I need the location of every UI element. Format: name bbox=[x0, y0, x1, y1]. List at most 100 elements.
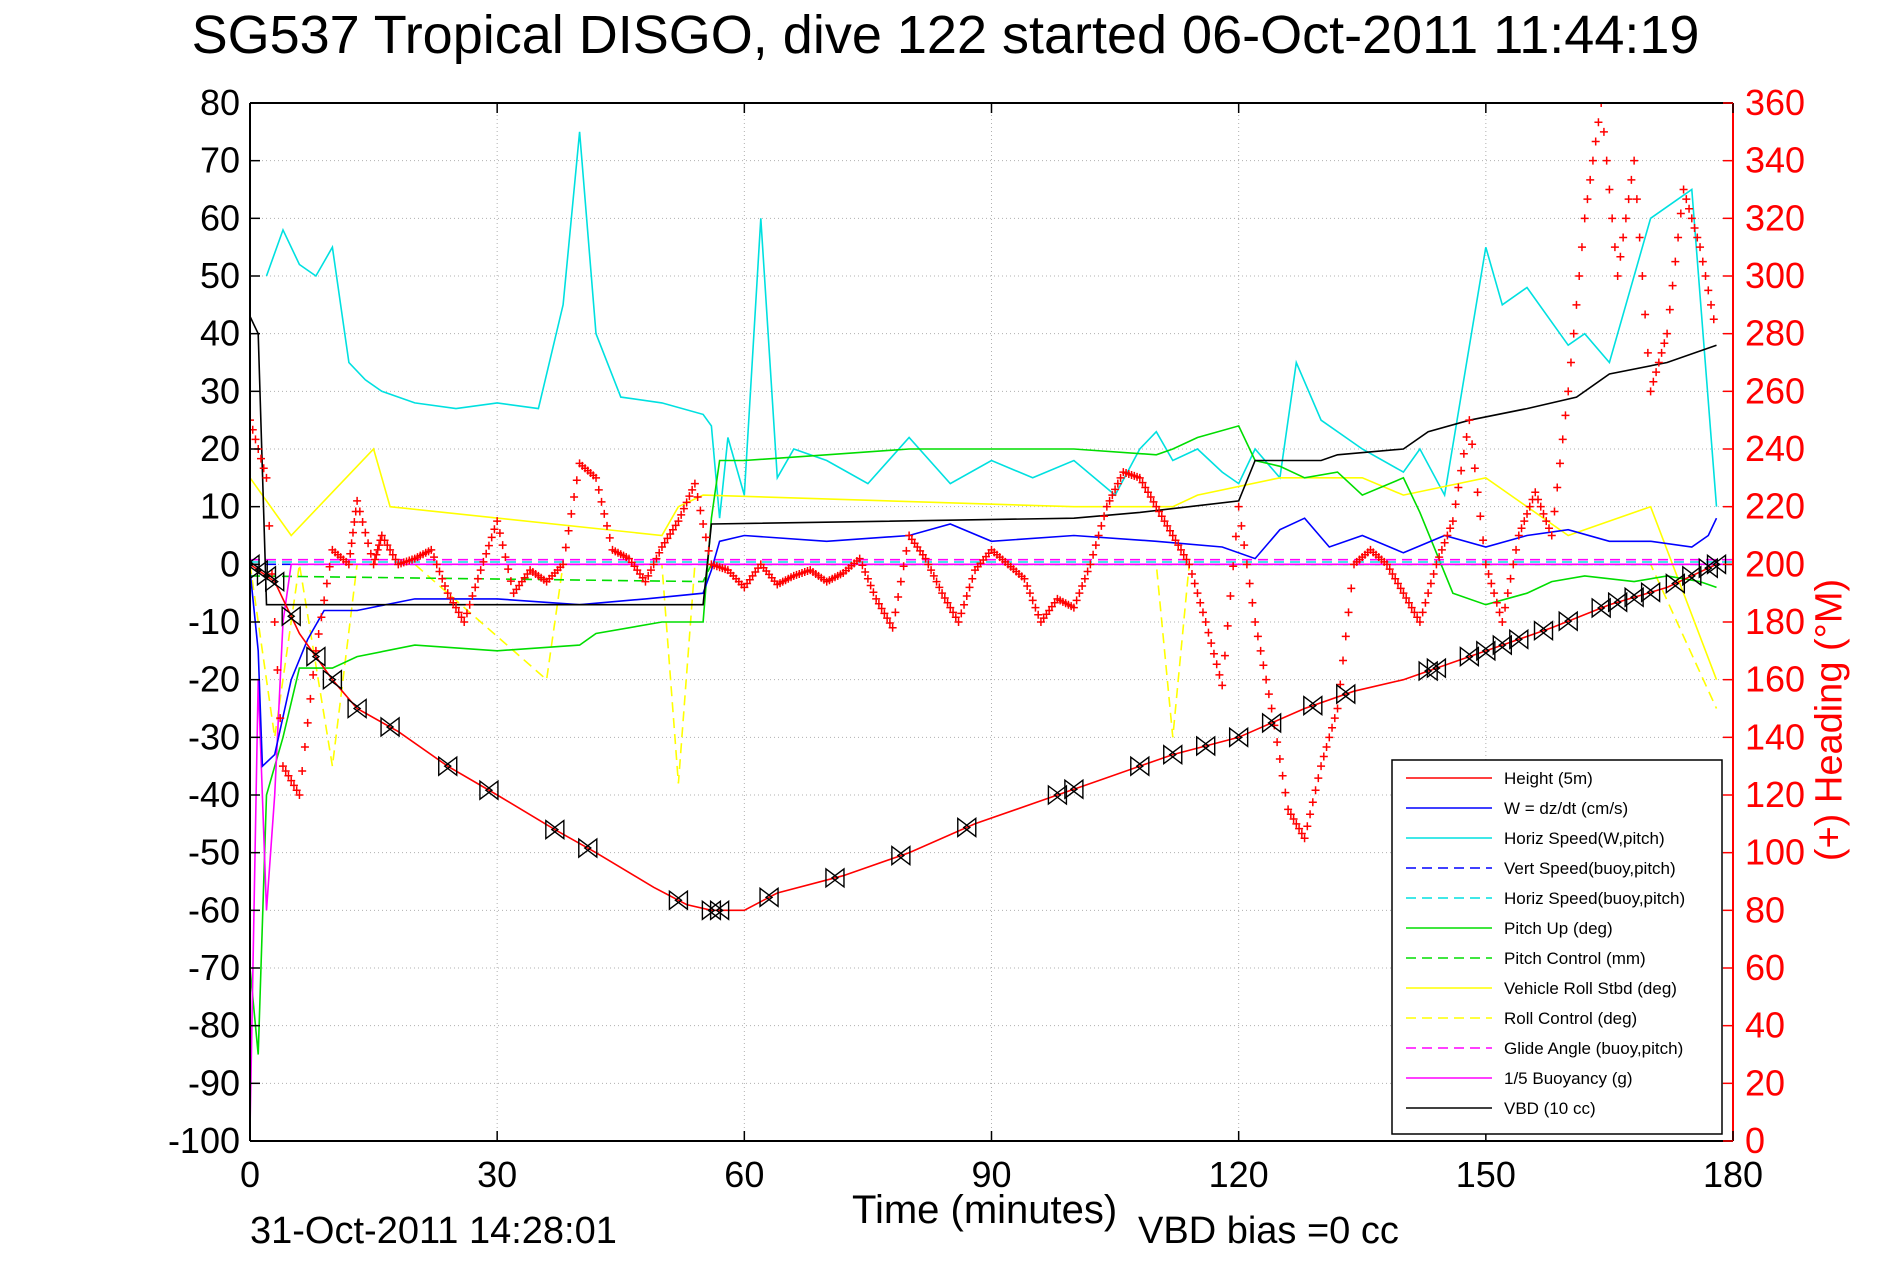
heading-marker bbox=[278, 762, 287, 771]
heading-marker bbox=[1116, 473, 1125, 482]
heading-marker bbox=[348, 528, 357, 537]
y2-tick-label: 360 bbox=[1745, 82, 1805, 123]
heading-marker bbox=[383, 541, 392, 550]
heading-marker bbox=[498, 541, 507, 550]
heading-marker bbox=[1643, 348, 1652, 357]
heading-marker bbox=[894, 593, 903, 602]
heading-marker bbox=[347, 539, 356, 548]
y-tick-label: 40 bbox=[200, 313, 240, 354]
heading-marker bbox=[1187, 569, 1196, 578]
heading-marker bbox=[674, 517, 683, 526]
height-marker-right bbox=[281, 605, 296, 627]
heading-marker bbox=[484, 541, 493, 550]
height-marker-left bbox=[1267, 712, 1282, 734]
x-axis-label: Time (minutes) bbox=[852, 1188, 1118, 1232]
heading-marker bbox=[666, 530, 675, 539]
y2-tick-label: 260 bbox=[1745, 370, 1805, 411]
heading-marker bbox=[1402, 593, 1411, 602]
height-marker-left bbox=[328, 669, 343, 691]
heading-marker bbox=[1594, 118, 1603, 127]
heading-marker bbox=[1157, 512, 1166, 521]
height-marker-right bbox=[709, 899, 724, 921]
heading-marker bbox=[322, 579, 331, 588]
heading-marker bbox=[1663, 329, 1672, 338]
height-marker-left bbox=[443, 755, 458, 777]
height-marker-right bbox=[1303, 695, 1317, 717]
y2-tick-label: 60 bbox=[1745, 947, 1785, 988]
heading-marker bbox=[679, 504, 688, 513]
heading-marker bbox=[567, 509, 576, 518]
height-marker-right bbox=[1706, 553, 1721, 575]
heading-marker bbox=[701, 533, 710, 542]
heading-marker bbox=[1144, 488, 1153, 497]
heading-marker bbox=[1426, 579, 1435, 588]
height-marker-right bbox=[250, 560, 263, 580]
series-line bbox=[250, 447, 1718, 680]
heading-marker bbox=[1476, 512, 1485, 521]
heading-marker bbox=[309, 670, 318, 679]
heading-marker bbox=[1668, 281, 1677, 290]
heading-marker bbox=[1308, 798, 1317, 807]
y2-tick-label: 160 bbox=[1745, 659, 1805, 700]
heading-marker bbox=[1468, 440, 1477, 449]
heading-marker bbox=[350, 518, 359, 527]
heading-marker bbox=[1492, 598, 1501, 607]
heading-marker bbox=[355, 507, 364, 516]
heading-marker bbox=[1166, 526, 1175, 535]
heading-marker bbox=[1569, 329, 1578, 338]
heading-marker bbox=[1660, 339, 1669, 348]
height-marker-right bbox=[1640, 581, 1655, 603]
heading-marker bbox=[1514, 531, 1523, 540]
heading-marker bbox=[295, 791, 304, 799]
height-marker-left bbox=[764, 886, 779, 908]
heading-marker bbox=[1542, 517, 1551, 526]
heading-marker bbox=[597, 497, 606, 506]
heading-marker bbox=[1624, 195, 1633, 204]
heading-marker bbox=[1685, 204, 1694, 213]
heading-marker bbox=[902, 546, 911, 555]
heading-marker bbox=[927, 566, 936, 575]
heading-marker bbox=[1105, 496, 1114, 505]
heading-marker bbox=[449, 598, 458, 607]
heading-marker bbox=[1564, 387, 1573, 396]
heading-marker bbox=[861, 568, 870, 577]
heading-marker bbox=[1347, 584, 1356, 593]
heading-marker bbox=[1413, 613, 1422, 622]
heading-marker bbox=[281, 766, 290, 775]
heading-marker bbox=[968, 574, 977, 583]
heading-marker bbox=[652, 554, 661, 563]
heading-marker bbox=[1190, 579, 1199, 588]
heading-marker bbox=[1344, 608, 1353, 617]
height-marker-right bbox=[1624, 586, 1639, 608]
heading-marker bbox=[1506, 574, 1515, 583]
heading-marker bbox=[1509, 560, 1518, 569]
heading-marker bbox=[872, 594, 881, 603]
heading-marker bbox=[1086, 560, 1095, 569]
vbd-bias-text: VBD bias =0 cc bbox=[1138, 1210, 1399, 1252]
heading-marker bbox=[1473, 488, 1482, 497]
heading-marker bbox=[1605, 185, 1614, 194]
heading-marker bbox=[693, 493, 702, 502]
heading-marker bbox=[1146, 493, 1155, 502]
heading-marker bbox=[1679, 185, 1688, 194]
heading-marker bbox=[960, 600, 969, 609]
height-marker-left bbox=[1481, 640, 1496, 662]
heading-marker bbox=[1289, 815, 1298, 824]
x-tick-label: 0 bbox=[240, 1154, 260, 1195]
height-marker-left bbox=[550, 819, 565, 840]
heading-marker bbox=[1534, 495, 1543, 504]
heading-marker bbox=[940, 593, 949, 602]
heading-marker bbox=[487, 533, 496, 542]
heading-marker bbox=[443, 589, 452, 598]
series-group bbox=[250, 103, 1733, 1130]
heading-marker bbox=[600, 509, 609, 518]
heading-marker bbox=[1470, 464, 1479, 473]
heading-marker bbox=[1393, 579, 1402, 588]
heading-marker bbox=[473, 574, 482, 583]
heading-marker bbox=[1078, 581, 1087, 590]
heading-marker bbox=[427, 545, 436, 554]
height-marker-left bbox=[385, 716, 400, 738]
heading-marker bbox=[561, 543, 570, 552]
heading-marker bbox=[1273, 738, 1282, 747]
heading-marker bbox=[1588, 156, 1597, 165]
